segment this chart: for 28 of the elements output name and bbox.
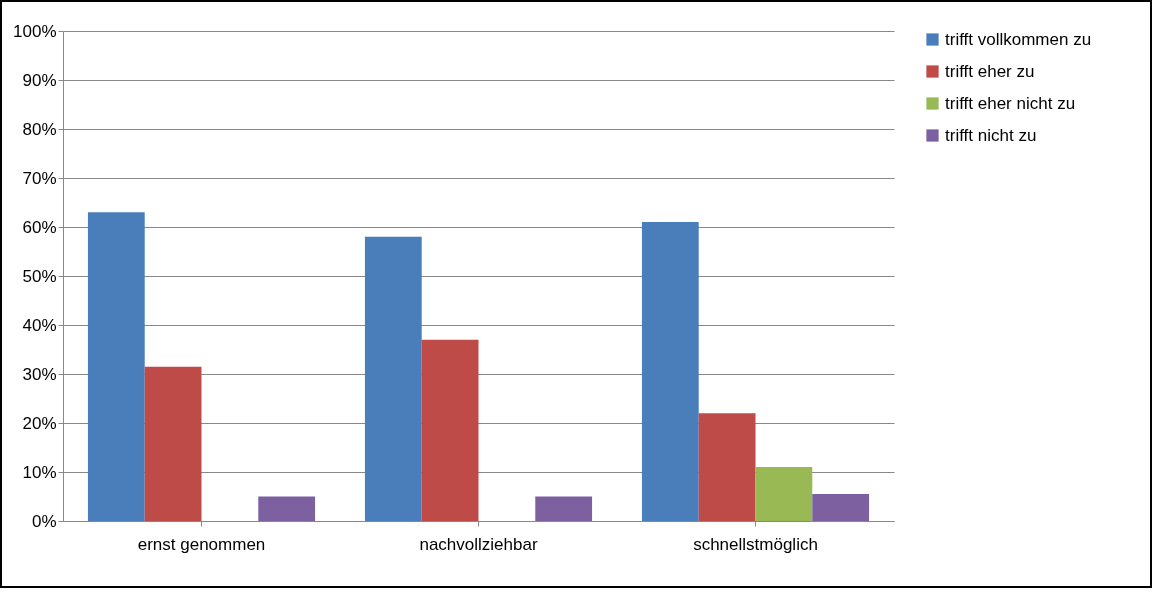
- bar: [812, 494, 870, 521]
- bar: [144, 366, 202, 521]
- bar: [755, 467, 813, 521]
- y-tick-label: 100%: [13, 21, 57, 41]
- bar: [87, 212, 145, 521]
- y-tick-label: 50%: [22, 266, 57, 286]
- x-tick-label: schnellstmöglich: [693, 534, 818, 554]
- y-tick-label: 80%: [22, 119, 57, 139]
- x-tick-label: nachvollziehbar: [419, 534, 538, 554]
- y-tick-label: 30%: [22, 364, 57, 384]
- y-tick-label: 70%: [22, 168, 57, 188]
- bar: [258, 496, 316, 521]
- bar: [364, 236, 422, 521]
- legend-label: trifft eher nicht zu: [945, 93, 1076, 113]
- y-tick-label: 40%: [22, 315, 57, 335]
- legend-label: trifft eher zu: [945, 61, 1035, 81]
- x-tick-label: ernst genommen: [137, 534, 266, 554]
- bar: [421, 339, 479, 521]
- bar: [698, 413, 756, 521]
- bar: [535, 496, 593, 521]
- y-tick-label: 60%: [22, 217, 57, 237]
- legend-label: trifft nicht zu: [945, 125, 1037, 145]
- y-tick-label: 10%: [22, 462, 57, 482]
- y-tick-label: 0%: [31, 511, 57, 531]
- bar: [641, 222, 699, 521]
- y-tick-label: 20%: [22, 413, 57, 433]
- y-tick-label: 90%: [22, 70, 57, 90]
- legend-label: trifft vollkommen zu: [945, 29, 1092, 49]
